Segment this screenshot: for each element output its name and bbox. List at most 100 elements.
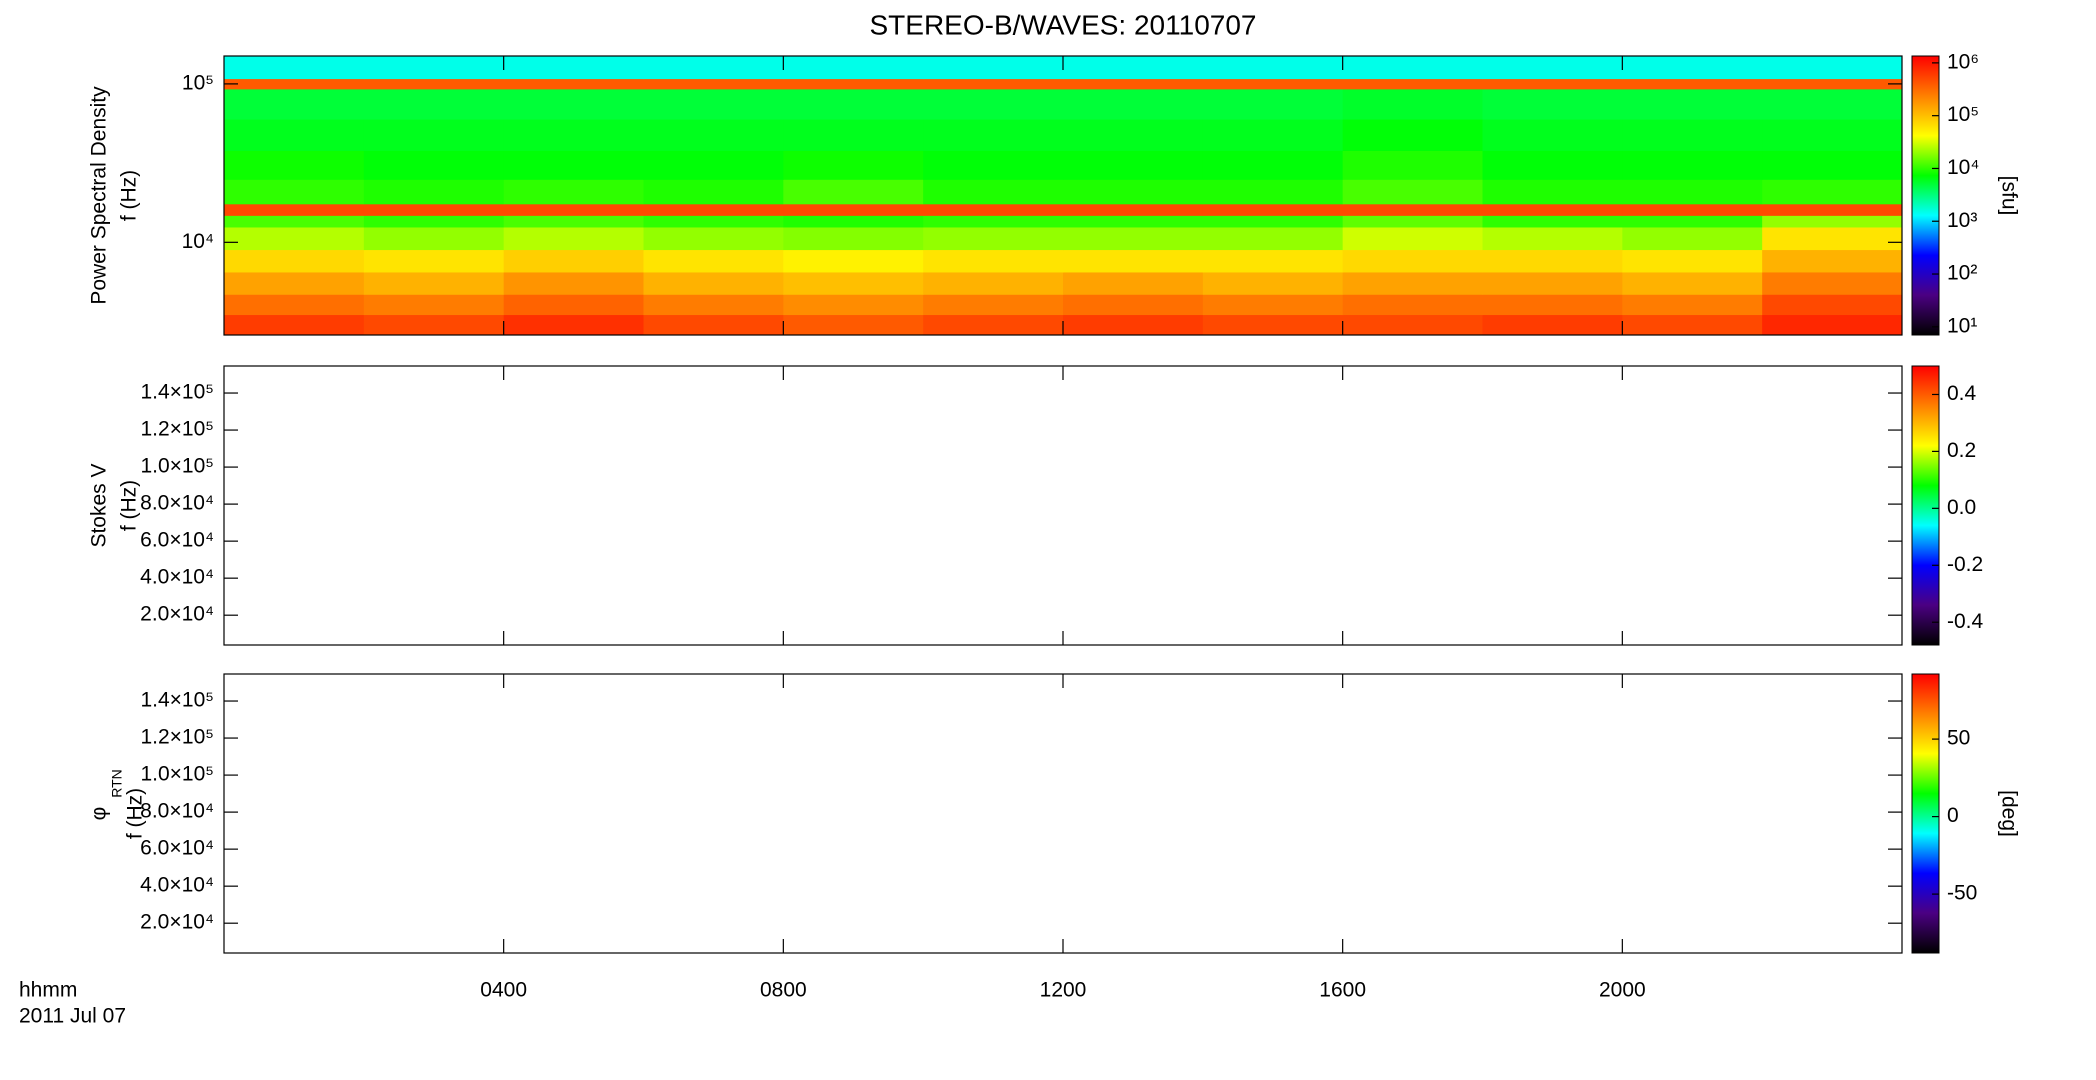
heatmap-cell (1202, 56, 1344, 80)
heatmap-cell (1342, 271, 1483, 295)
heatmap-cell (1202, 119, 1344, 151)
heatmap-cell (783, 150, 924, 180)
y-axis-title: Stokes V (88, 463, 111, 547)
heatmap-cell (224, 271, 365, 295)
heatmap-cell (1342, 249, 1483, 273)
heatmap-cell (1342, 56, 1483, 80)
heatmap-cell (643, 271, 784, 295)
heatmap-cell (1622, 271, 1763, 295)
heatmap-cell (783, 271, 924, 295)
heatmap-cell (503, 78, 644, 90)
heatmap-cell (643, 294, 784, 316)
heatmap-cell (1482, 271, 1623, 295)
heatmap-cell (1063, 314, 1204, 336)
heatmap-cell (1063, 88, 1204, 120)
heatmap-cell (1202, 271, 1344, 295)
colorbar-tick-label: 10² (1947, 262, 1977, 285)
heatmap-cell (1342, 88, 1483, 120)
x-tick-label: 1200 (1040, 979, 1087, 1002)
heatmap-cell (1202, 226, 1344, 251)
heatmap-cell (1622, 150, 1763, 180)
heatmap-cell (923, 150, 1064, 180)
heatmap-cell (363, 78, 505, 90)
colorbar-tick-label: 10¹ (1947, 314, 1977, 337)
heatmap-cell (1622, 78, 1763, 90)
y-tick-label: 2.0×10⁴ (140, 603, 214, 626)
heatmap-cell (643, 249, 784, 273)
colorbar (1911, 55, 1940, 336)
heatmap-cell (643, 88, 784, 120)
heatmap-cell (1762, 150, 1903, 180)
colorbar-tick-label: 0.0 (1947, 496, 1976, 519)
heatmap-cell (363, 203, 505, 216)
heatmap-cell (1762, 56, 1903, 80)
heatmap-cell (503, 179, 644, 205)
y-tick-label: 6.0×10⁴ (140, 837, 214, 860)
heatmap-cell (224, 203, 365, 216)
colorbar-tick-label: -50 (1947, 882, 1977, 905)
heatmap-cell (503, 271, 644, 295)
colorbar-label: [deg] (1997, 790, 2020, 837)
x-tick-label: 0400 (480, 979, 527, 1002)
y-tick-label: 1.2×10⁵ (140, 726, 214, 749)
y-tick-label: 4.0×10⁴ (140, 566, 214, 589)
heatmap-cell (1202, 215, 1344, 228)
heatmap-cell (503, 249, 644, 273)
heatmap-cell (1202, 88, 1344, 120)
heatmap-cell (1482, 88, 1623, 120)
heatmap-cell (1063, 249, 1204, 273)
heatmap-cell (1342, 179, 1483, 205)
colorbar-tick-label: -0.2 (1947, 553, 1983, 576)
heatmap-cell (224, 56, 365, 80)
heatmap-cell (1063, 203, 1204, 216)
heatmap-cell (363, 88, 505, 120)
heatmap-cell (224, 78, 365, 90)
heatmap-cell (224, 150, 365, 180)
y-tick-label: 8.0×10⁴ (140, 492, 214, 515)
heatmap-cell (923, 203, 1064, 216)
heatmap-cell (224, 249, 365, 273)
heatmap-cell (783, 249, 924, 273)
y-axis-title: Power Spectral Density (88, 86, 111, 305)
colorbar-tick-label: -0.4 (1947, 610, 1984, 633)
y-axis-title: f (Hz) (124, 788, 147, 839)
heatmap-cell (503, 215, 644, 228)
x-tick-label: 1600 (1319, 979, 1366, 1002)
heatmap-cell (224, 119, 365, 151)
y-axis-title-sub: RTN (109, 769, 125, 798)
heatmap-cell (1762, 215, 1903, 228)
heatmap-cell (363, 119, 505, 151)
heatmap-cell (1342, 150, 1483, 180)
heatmap-cell (503, 203, 644, 216)
heatmap-cell (1622, 179, 1763, 205)
heatmap-cell (1063, 179, 1204, 205)
heatmap-cell (1762, 294, 1903, 316)
heatmap-cell (643, 203, 784, 216)
y-tick-label: 1.0×10⁵ (140, 455, 214, 478)
heatmap-cell (1762, 314, 1903, 336)
chart-title: STEREO-B/WAVES: 20110707 (870, 9, 1257, 40)
heatmap-cell (503, 294, 644, 316)
heatmap-cell (643, 78, 784, 90)
heatmap-cell (783, 119, 924, 151)
heatmap-cell (224, 179, 365, 205)
colorbar-tick-label: 0 (1947, 804, 1959, 827)
heatmap-cell (363, 56, 505, 80)
heatmap-cell (1063, 56, 1204, 80)
heatmap-cell (1482, 119, 1623, 151)
colorbar-tick-label: 10³ (1947, 209, 1977, 232)
heatmap-cell (1482, 249, 1623, 273)
heatmap-cell (1622, 88, 1763, 120)
x-tick-label: 0800 (760, 979, 807, 1002)
heatmap-cell (1063, 215, 1204, 228)
heatmap-cell (1762, 226, 1903, 251)
heatmap-cell (1762, 88, 1903, 120)
heatmap-cell (503, 314, 644, 336)
heatmap-cell (503, 226, 644, 251)
heatmap-cell (783, 215, 924, 228)
heatmap-cell (503, 56, 644, 80)
heatmap-cell (1482, 78, 1623, 90)
heatmap-cell (783, 203, 924, 216)
heatmap-cell (1342, 78, 1483, 90)
